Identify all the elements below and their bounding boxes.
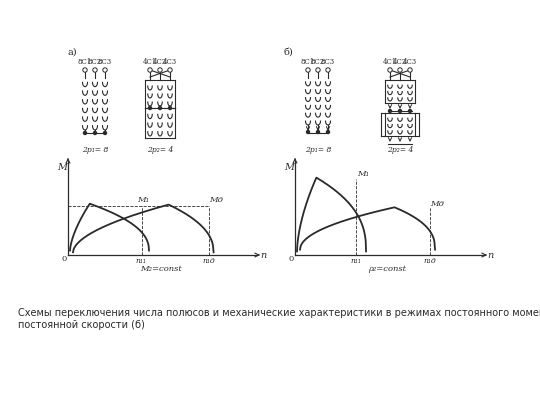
Circle shape (148, 107, 152, 109)
Text: б): б) (283, 47, 293, 57)
Text: 0: 0 (62, 255, 66, 263)
Circle shape (398, 68, 402, 72)
Circle shape (388, 109, 392, 113)
Text: 2p₁= 8: 2p₁= 8 (305, 146, 331, 154)
Circle shape (93, 132, 97, 134)
Text: Mд: Mд (208, 196, 222, 205)
Circle shape (104, 132, 106, 134)
Text: n₁₁: n₁₁ (350, 257, 361, 265)
Text: а): а) (68, 47, 78, 57)
Text: M₁: M₁ (357, 171, 369, 179)
Text: n: n (260, 251, 266, 260)
Circle shape (316, 68, 320, 72)
Text: n₁₁: n₁₁ (136, 257, 146, 265)
Text: 8С3: 8С3 (98, 58, 112, 66)
Circle shape (326, 68, 330, 72)
Circle shape (399, 109, 402, 113)
Text: 4С2: 4С2 (393, 58, 407, 66)
Text: 8С3: 8С3 (321, 58, 335, 66)
Text: 8С1: 8С1 (301, 58, 315, 66)
Circle shape (103, 68, 107, 72)
Text: M₁: M₁ (137, 196, 149, 205)
Circle shape (168, 107, 172, 109)
Text: 0: 0 (288, 255, 294, 263)
Text: 8С1: 8С1 (78, 58, 92, 66)
Text: Схемы переключения числа полюсов и механические характеристики в режимах постоян: Схемы переключения числа полюсов и механ… (18, 308, 540, 318)
Circle shape (388, 68, 392, 72)
Text: 4С3: 4С3 (403, 58, 417, 66)
Text: 8С2: 8С2 (88, 58, 102, 66)
Text: 4С3: 4С3 (163, 58, 177, 66)
Circle shape (307, 130, 309, 134)
Text: M: M (57, 162, 67, 171)
Circle shape (159, 107, 161, 109)
Text: M: M (284, 162, 294, 171)
Text: 4С1: 4С1 (383, 58, 397, 66)
Circle shape (306, 68, 310, 72)
Text: 2p₂= 4: 2p₂= 4 (147, 146, 173, 154)
Text: 8С2: 8С2 (311, 58, 325, 66)
Text: n: n (487, 251, 493, 260)
Text: Mд: Mд (430, 200, 444, 208)
Text: 4С2: 4С2 (153, 58, 167, 66)
Text: n₁д: n₁д (424, 257, 436, 265)
Text: 2p₂= 4: 2p₂= 4 (387, 146, 413, 154)
Text: 4С1: 4С1 (143, 58, 157, 66)
Circle shape (83, 68, 87, 72)
Circle shape (327, 130, 329, 134)
Circle shape (168, 68, 172, 72)
Circle shape (158, 68, 162, 72)
Circle shape (84, 132, 86, 134)
Text: 2p₁= 8: 2p₁= 8 (82, 146, 108, 154)
Text: M₂=const: M₂=const (140, 265, 181, 273)
Circle shape (93, 68, 97, 72)
Text: ρ₂=const: ρ₂=const (368, 265, 407, 273)
Text: постоянной скорости (б): постоянной скорости (б) (18, 320, 145, 330)
Circle shape (148, 68, 152, 72)
Circle shape (408, 109, 411, 113)
Circle shape (408, 68, 412, 72)
Circle shape (316, 130, 320, 134)
Text: n₁д: n₁д (202, 257, 215, 265)
